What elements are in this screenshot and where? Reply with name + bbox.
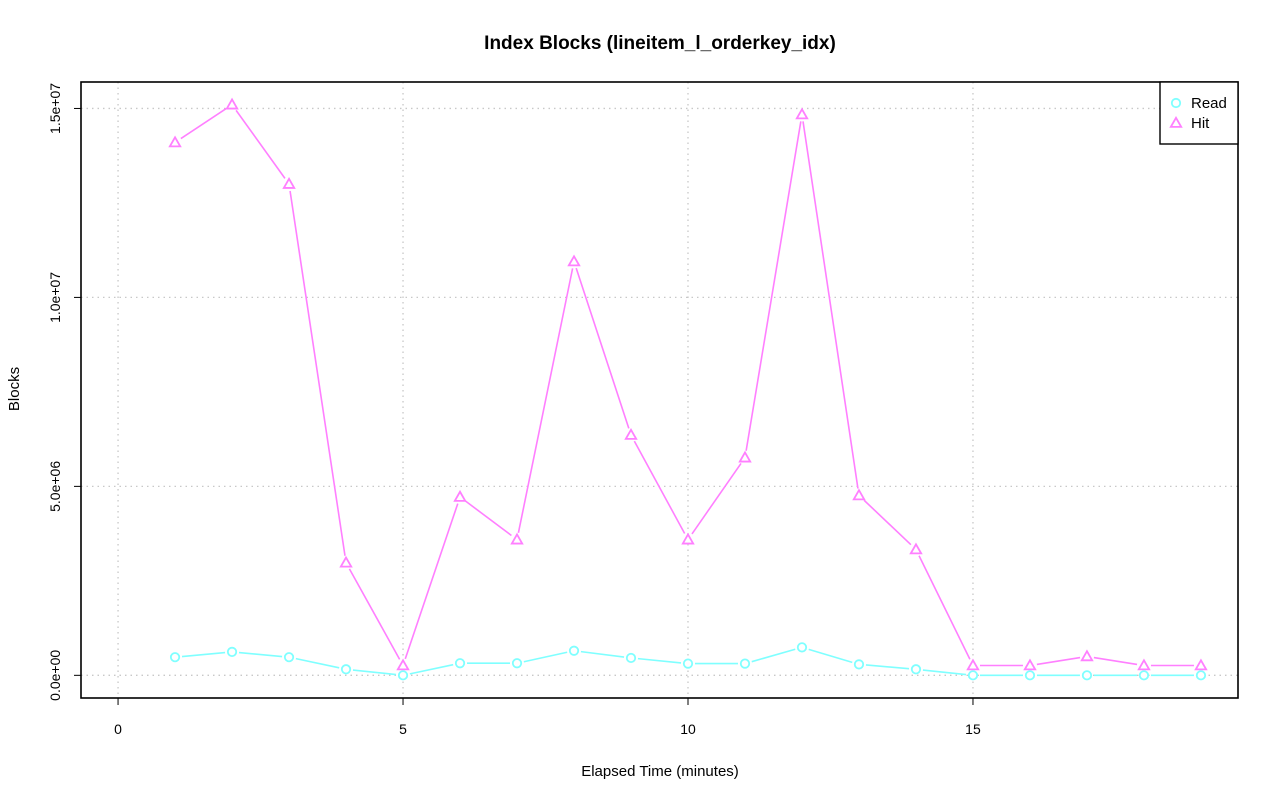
read-line-segment — [580, 650, 625, 658]
read-point — [340, 664, 352, 675]
grid-lines — [81, 82, 1238, 698]
hit-point — [795, 107, 809, 120]
read-point — [169, 652, 181, 663]
hit-line-segment — [465, 500, 512, 537]
hit-point — [225, 97, 239, 110]
hit-line-segment — [633, 440, 686, 534]
hit-line-segment — [404, 503, 459, 660]
hit-point — [852, 488, 866, 501]
read-point — [226, 646, 238, 657]
hit-point — [624, 427, 638, 440]
read-line-segment — [181, 651, 226, 658]
read-line-segment — [751, 648, 796, 663]
plot-frame — [80, 81, 1239, 699]
hit-point — [567, 254, 581, 267]
read-point — [397, 670, 409, 681]
hit-point — [966, 658, 980, 671]
read-point — [1170, 97, 1182, 109]
read-point — [682, 658, 694, 669]
hit-point — [168, 135, 182, 148]
hit-point — [1080, 649, 1094, 662]
series-layer — [168, 97, 1208, 681]
read-point — [283, 652, 295, 663]
hit-line-segment — [745, 121, 802, 451]
hit-series — [168, 97, 1208, 671]
hit-point — [1194, 658, 1208, 671]
hit-point — [909, 542, 923, 555]
hit-point — [681, 532, 695, 545]
legend-box — [1159, 81, 1239, 145]
read-line-segment — [637, 657, 682, 664]
hit-point — [396, 658, 410, 671]
read-line-segment — [922, 669, 967, 676]
axes: 0 5 10 15 0.0e+00 5.0e+06 1.0e+07 1.5e+07 — [47, 83, 981, 737]
hit-line-segment — [289, 190, 346, 556]
read-point — [1024, 670, 1036, 681]
read-point — [910, 664, 922, 675]
read-point — [625, 652, 637, 664]
legend-label-read: Read — [1191, 95, 1227, 112]
y-axis-label: Blocks — [6, 367, 23, 411]
hit-point — [282, 177, 296, 189]
read-line-segment — [295, 657, 340, 669]
read-point — [853, 659, 865, 670]
read-point — [511, 658, 523, 669]
read-line-segment — [409, 663, 454, 675]
read-point — [454, 658, 466, 669]
hit-point — [453, 489, 467, 502]
x-tick-label: 0 — [114, 721, 122, 737]
y-tick-label: 0.0e+00 — [47, 650, 63, 701]
read-point — [1081, 670, 1093, 681]
read-point — [796, 642, 808, 653]
legend-label-hit: Hit — [1191, 115, 1210, 132]
hit-line-segment — [180, 107, 227, 140]
hit-line-segment — [691, 462, 742, 535]
hit-line-segment — [348, 568, 401, 660]
hit-line-segment — [575, 267, 630, 429]
legend: Read Hit — [1159, 81, 1239, 145]
x-axis-label: Elapsed Time (minutes) — [581, 763, 739, 780]
read-point — [568, 645, 580, 656]
hit-point — [1023, 658, 1037, 671]
y-tick-label: 5.0e+06 — [47, 461, 63, 512]
hit-line-segment — [1093, 656, 1138, 666]
hit-line-segment — [1036, 656, 1081, 666]
hit-line-segment — [863, 499, 912, 546]
y-tick-label: 1.5e+07 — [47, 83, 63, 134]
read-point — [1138, 670, 1150, 681]
read-series — [169, 642, 1207, 681]
hit-line-segment — [517, 268, 574, 533]
read-line-segment — [808, 648, 853, 664]
chart-title: Index Blocks (lineitem_l_orderkey_idx) — [484, 33, 836, 54]
hit-point — [738, 450, 752, 463]
read-point — [739, 658, 751, 669]
hit-line-segment — [918, 555, 971, 660]
hit-point — [510, 532, 524, 545]
hit-point — [339, 555, 353, 568]
y-tick-label: 1.0e+07 — [47, 272, 63, 323]
hit-line-segment — [235, 109, 286, 179]
x-tick-label: 15 — [965, 721, 981, 737]
read-point — [1195, 670, 1207, 681]
read-line-segment — [352, 669, 397, 676]
hit-line-segment — [802, 121, 859, 489]
read-point — [967, 670, 979, 681]
read-line-segment — [238, 651, 283, 658]
read-line-segment — [865, 664, 910, 670]
x-tick-label: 10 — [680, 721, 696, 737]
x-tick-label: 5 — [399, 721, 407, 737]
hit-point — [1137, 658, 1151, 671]
read-line-segment — [523, 651, 568, 663]
hit-point — [1169, 115, 1183, 128]
